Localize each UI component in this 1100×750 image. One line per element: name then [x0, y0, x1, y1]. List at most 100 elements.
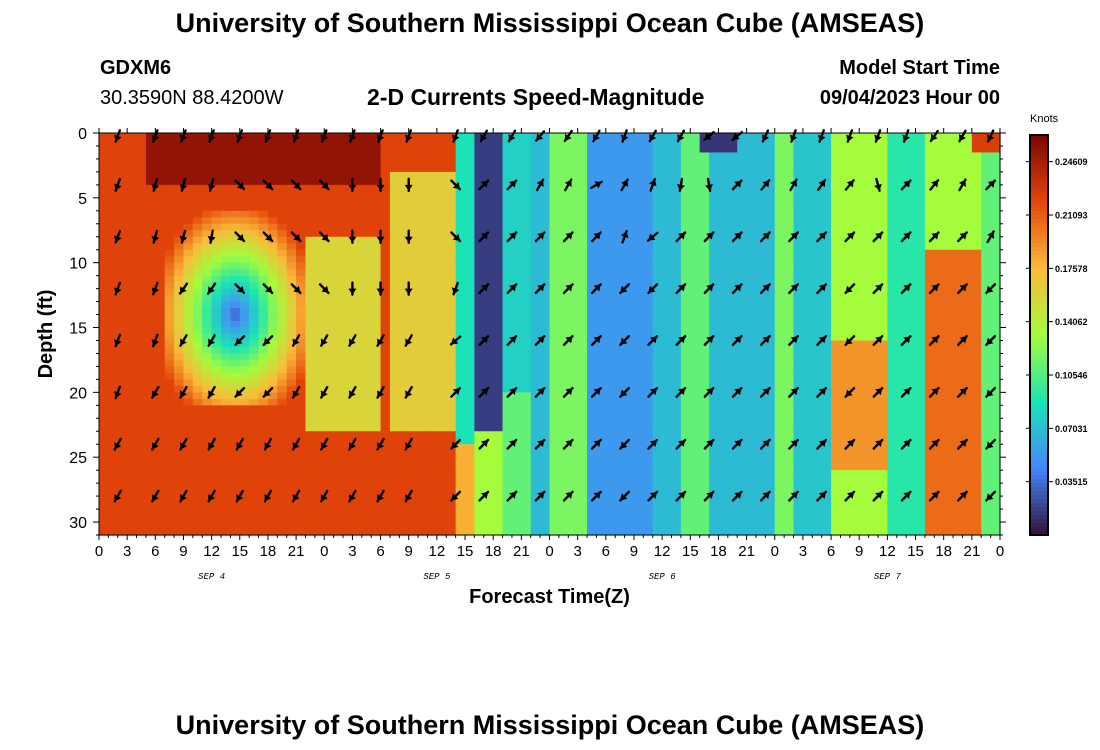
heatmap-cell [155, 282, 166, 290]
heatmap-cell [418, 483, 429, 491]
heatmap-cell [99, 483, 109, 491]
heatmap-cell [596, 476, 607, 484]
heatmap-cell [436, 489, 447, 497]
heatmap-cell [192, 359, 203, 368]
heatmap-cell [136, 256, 147, 264]
heatmap-cell [211, 197, 222, 205]
heatmap-cell [343, 288, 354, 296]
heatmap-cell [296, 457, 307, 465]
heatmap-cell [108, 158, 119, 167]
heatmap-cell [643, 275, 654, 283]
heatmap-cell [446, 372, 457, 380]
heatmap-cell [699, 418, 710, 426]
heatmap-cell [605, 301, 616, 309]
heatmap-cell [352, 405, 363, 413]
heatmap-cell [286, 301, 297, 309]
heatmap-cell [455, 411, 466, 419]
heatmap-cell [521, 145, 532, 154]
heatmap-cell [549, 210, 560, 218]
heatmap-cell [455, 243, 466, 251]
heatmap-cell [343, 165, 354, 173]
heatmap-cell [164, 418, 175, 426]
heatmap-cell [737, 483, 748, 491]
heatmap-cell [446, 139, 457, 147]
heatmap-cell [343, 301, 354, 309]
heatmap-cell [483, 191, 494, 199]
heatmap-cell [699, 210, 710, 218]
heatmap-cell [286, 392, 297, 400]
heatmap-cell [221, 392, 231, 400]
heatmap-cell [709, 275, 720, 283]
heatmap-cell [774, 210, 785, 218]
heatmap-cell [333, 418, 344, 426]
heatmap-cell [361, 256, 372, 264]
heatmap-cell [230, 431, 241, 439]
heatmap-cell [343, 327, 354, 335]
heatmap-cell [380, 230, 391, 238]
heatmap-cell [652, 489, 663, 497]
heatmap-cell [455, 314, 466, 322]
heatmap-cell [202, 444, 213, 452]
heatmap-cell [361, 165, 372, 173]
heatmap-cell [99, 314, 109, 322]
heatmap-cell [793, 236, 804, 244]
heatmap-cell [314, 463, 325, 471]
heatmap-cell [624, 528, 635, 536]
heatmap-cell [174, 314, 185, 322]
heatmap-cell [427, 437, 438, 445]
heatmap-cell [221, 178, 231, 186]
heatmap-cell [267, 243, 278, 251]
heatmap-cell [587, 230, 598, 238]
heatmap-cell [418, 275, 429, 283]
heatmap-cell [774, 431, 785, 439]
heatmap-cell [446, 398, 457, 406]
heatmap-cell [455, 463, 466, 471]
heatmap-cell [436, 502, 447, 510]
heatmap-cell [699, 327, 710, 335]
heatmap-cell [587, 282, 598, 290]
heatmap-cell [549, 340, 560, 348]
heatmap-cell [427, 509, 438, 517]
heatmap-cell [211, 145, 222, 154]
heatmap-cell [821, 379, 832, 387]
heatmap-cell [333, 145, 344, 154]
heatmap-cell [343, 476, 354, 484]
heatmap-cell [202, 301, 213, 309]
heatmap-cell [530, 359, 541, 368]
heatmap-cell [596, 450, 607, 458]
heatmap-cell [249, 489, 260, 497]
heatmap-cell [380, 509, 391, 517]
heatmap-cell [521, 489, 532, 497]
heatmap-cell [455, 191, 466, 199]
heatmap-cell [249, 133, 260, 141]
heatmap-cell [427, 522, 438, 530]
heatmap-cell [183, 145, 194, 154]
heatmap-cell [389, 152, 400, 160]
heatmap-cell [577, 470, 588, 478]
heatmap-cell [108, 191, 119, 199]
heatmap-cell [690, 450, 701, 458]
heatmap-cell [277, 522, 288, 530]
heatmap-cell [483, 184, 494, 192]
heatmap-cell [727, 483, 738, 491]
heatmap-cell [755, 282, 766, 290]
heatmap-cell [596, 522, 607, 530]
heatmap-cell [155, 405, 166, 413]
heatmap-cell [605, 171, 616, 179]
heatmap-cell [802, 204, 813, 212]
heatmap-cell [774, 171, 785, 179]
heatmap-cell [530, 476, 541, 484]
heatmap-cell [305, 236, 316, 244]
heatmap-cell [333, 243, 344, 251]
heatmap-cell [727, 509, 738, 517]
heatmap-cell [558, 165, 569, 173]
heatmap-cell [267, 249, 278, 257]
heatmap-cell [831, 385, 842, 393]
heatmap-cell [802, 418, 813, 426]
heatmap-cell [314, 321, 325, 329]
heatmap-cell [314, 314, 325, 322]
heatmap-cell [239, 191, 250, 199]
heatmap-cell [164, 249, 175, 257]
heatmap-cell [389, 424, 400, 432]
heatmap-cell [296, 217, 307, 225]
